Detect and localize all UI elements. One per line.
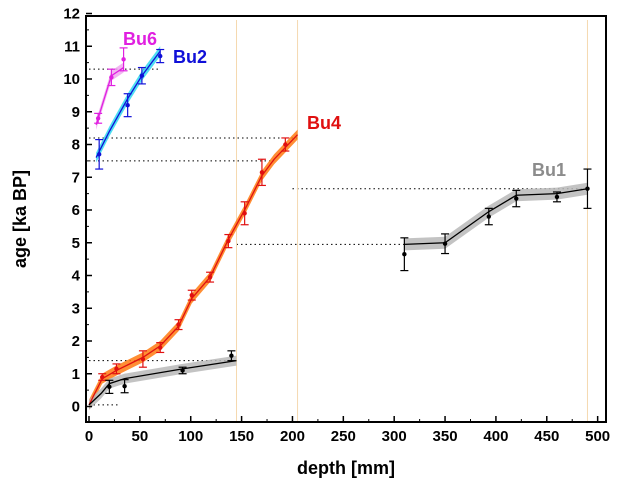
bu1-label: Bu1: [532, 160, 566, 180]
bu1-band-2: [404, 182, 588, 251]
bu4-data-point: [114, 366, 119, 372]
x-tick-label: 150: [229, 428, 254, 445]
y-tick-label: 6: [72, 202, 80, 219]
bu6-label: Bu6: [123, 29, 157, 49]
bu2-band: [96, 46, 161, 163]
bu4-data-point: [259, 170, 265, 175]
x-tick-label: 350: [433, 428, 458, 445]
bu1-band: [89, 355, 237, 410]
bu1-data-point: [554, 194, 560, 200]
bu4-data-point: [226, 238, 231, 244]
y-tick-label: 8: [72, 137, 80, 154]
x-tick-label: 450: [534, 428, 559, 445]
bu4-data-point: [176, 322, 181, 327]
bu2-data-point: [125, 103, 130, 108]
bu1-data-point: [486, 214, 491, 219]
y-tick-label: 9: [72, 104, 80, 121]
y-tick-label: 10: [63, 71, 80, 88]
y-tick-label: 12: [63, 6, 80, 23]
bu4-data-point: [100, 374, 105, 380]
bu2-label: Bu2: [173, 47, 207, 67]
bu1-data-point: [514, 196, 519, 201]
x-tick-label: 50: [132, 428, 149, 445]
x-tick-label: 300: [382, 428, 407, 445]
bu4-data-point: [189, 292, 194, 298]
bu2-data-point: [158, 53, 163, 59]
y-tick-label: 1: [72, 366, 80, 383]
x-tick-label: 0: [85, 428, 93, 445]
y-tick-label: 3: [72, 300, 80, 317]
bu4-data-point: [283, 142, 288, 147]
reference-lines: [89, 20, 588, 422]
y-tick-label: 5: [72, 235, 80, 252]
bu1-model-line-2: [404, 188, 588, 246]
bu4-data-point: [158, 345, 163, 350]
bu6-data-point: [121, 57, 126, 62]
bu4-data-point: [207, 274, 213, 280]
bu1-data-point: [229, 353, 234, 358]
bu4-data-point: [242, 211, 247, 216]
bu1-data-point: [180, 368, 185, 373]
series-labels: Bu6 Bu2 Bu4 Bu1: [123, 29, 566, 180]
bu1-data-point: [442, 241, 448, 246]
x-tick-label: 250: [331, 428, 356, 445]
x-axis-title: depth [mm]: [297, 458, 395, 478]
plot-area: [86, 16, 606, 422]
bu4-band: [89, 129, 298, 410]
y-tick-label: 4: [72, 268, 81, 285]
plot-frame: [85, 15, 607, 423]
bu1-data-point: [585, 186, 590, 191]
data-points: [94, 47, 592, 394]
x-tick-label: 200: [280, 428, 305, 445]
y-axis-title: age [ka BP]: [10, 170, 30, 268]
y-tick-label: 11: [64, 38, 80, 55]
axis-ticks: 0 50 100 150 200 250 300 350 400 450 5000123456789…: [63, 6, 610, 446]
bu1-data-point: [122, 383, 127, 389]
x-tick-label: 100: [178, 428, 203, 445]
y-tick-label: 0: [72, 399, 80, 416]
bu2-data-point: [139, 73, 145, 78]
bu1-data-point: [107, 384, 112, 390]
bu2-data-point: [96, 152, 102, 157]
bu4-data-point: [140, 356, 146, 362]
x-tick-label: 400: [483, 428, 508, 445]
bu4-label: Bu4: [307, 113, 341, 133]
bu6-data-point: [109, 75, 114, 80]
bu6-data-point: [95, 116, 101, 121]
y-tick-label: 7: [72, 169, 80, 186]
y-tick-label: 2: [72, 333, 80, 350]
bu1-model-line: [88, 360, 237, 406]
bu1-data-point: [402, 252, 407, 257]
x-tick-label: 500: [585, 428, 610, 445]
